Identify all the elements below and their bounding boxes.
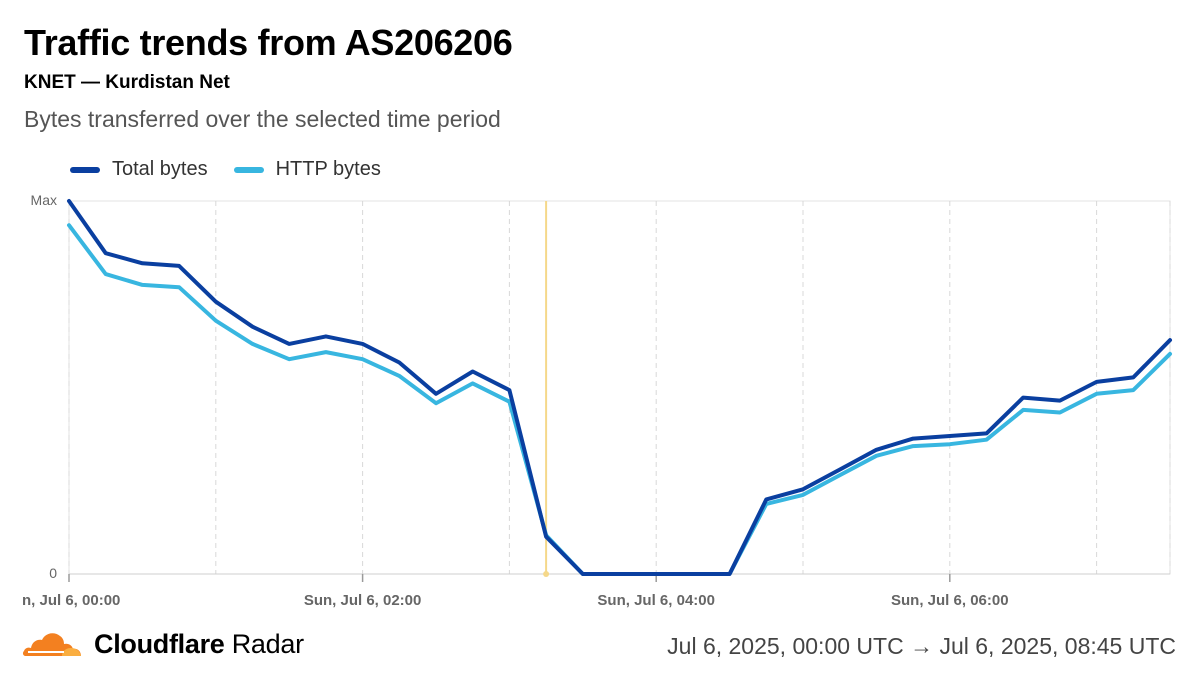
- legend-item-http-bytes[interactable]: HTTP bytes: [233, 158, 381, 181]
- y-tick-label: 0: [49, 565, 57, 581]
- time-period-label: Jul 6, 2025, 00:00 UTC → Jul 6, 2025, 08…: [667, 633, 1176, 659]
- series-line-total-bytes: [67, 199, 1172, 576]
- cloudflare-radar-logo[interactable]: Cloudflare Radar: [22, 628, 304, 660]
- chart-description: Bytes transferred over the selected time…: [24, 106, 501, 132]
- x-tick-label: n, Jul 6, 00:00: [22, 592, 120, 609]
- brand-name: Cloudflare Radar: [94, 628, 304, 659]
- x-tick-label: Sun, Jul 6, 02:00: [304, 592, 422, 609]
- legend-swatch-total-bytes: [70, 166, 100, 173]
- legend-label-total-bytes: Total bytes: [112, 158, 208, 180]
- legend-label-http-bytes: HTTP bytes: [275, 158, 381, 180]
- highlight-marker-dot: [543, 571, 550, 577]
- cloudflare-cloud-icon: [22, 633, 82, 656]
- series-line-http-bytes: [67, 223, 1172, 576]
- plot-frame: [68, 200, 1171, 575]
- x-tick-label: Sun, Jul 6, 04:00: [597, 592, 715, 609]
- chart-title: Traffic trends from AS206206: [24, 22, 513, 63]
- legend-item-total-bytes[interactable]: Total bytes: [70, 158, 208, 181]
- chart-subtitle: KNET — Kurdistan Net: [24, 72, 230, 93]
- x-tick-label: Sun, Jul 6, 06:00: [891, 592, 1009, 609]
- chart-legend: Total bytes HTTP bytes: [70, 158, 407, 181]
- y-tick-label: Max: [31, 192, 57, 208]
- legend-swatch-http-bytes: [233, 166, 264, 173]
